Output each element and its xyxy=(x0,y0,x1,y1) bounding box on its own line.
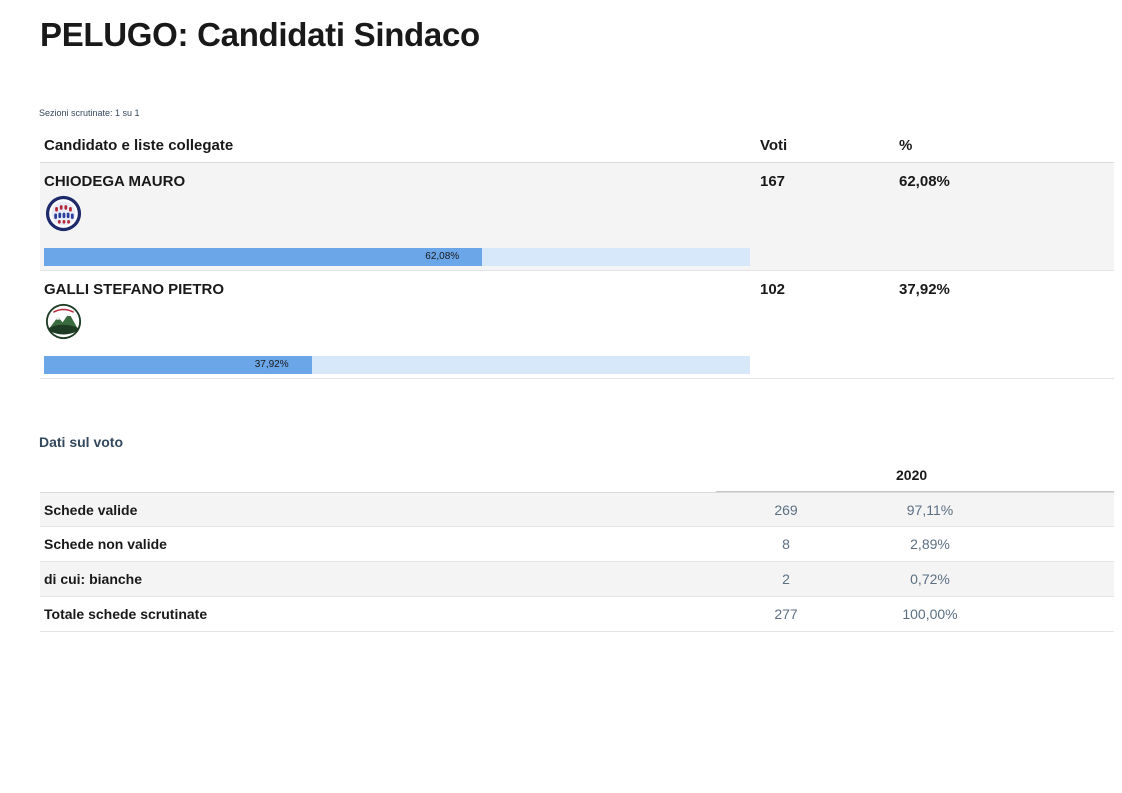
candidate-row: CHIODEGA MAURO xyxy=(40,163,1114,271)
page-title: PELUGO: Candidati Sindaco xyxy=(40,16,480,53)
vote-data-row: di cui: bianche 2 0,72% xyxy=(40,562,1114,597)
candidate-name: GALLI STEFANO PIETRO xyxy=(44,281,225,298)
vote-data-row: Totale schede scrutinate 277 100,00% xyxy=(40,597,1114,632)
vote-share-bar-label: 62,08% xyxy=(425,251,460,262)
sections-scrutinized-note: Sezioni scrutinate: 1 su 1 xyxy=(39,108,140,118)
row-label: Schede valide xyxy=(44,502,138,518)
header-percent: % xyxy=(899,137,913,154)
candidate-percent: 62,08% xyxy=(899,173,950,190)
candidate-votes: 167 xyxy=(760,173,786,190)
vote-data-table: 2020 Schede valide 269 97,11% Schede non… xyxy=(40,458,1114,632)
row-label: Totale schede scrutinate xyxy=(44,606,208,622)
header-votes: Voti xyxy=(760,137,788,154)
list-logo-round-blue-icon xyxy=(45,195,82,232)
row-label: di cui: bianche xyxy=(44,571,143,587)
row-value: 269 xyxy=(774,502,798,518)
header-divider xyxy=(716,491,1114,492)
vote-data-row: Schede valide 269 97,11% xyxy=(40,492,1114,527)
header-candidate: Candidato e liste collegate xyxy=(44,137,234,154)
candidate-votes: 102 xyxy=(760,281,786,298)
vote-share-bar: 62,08% xyxy=(44,248,750,266)
row-value: 2 xyxy=(782,571,790,587)
vote-data-row: Schede non valide 8 2,89% xyxy=(40,527,1114,562)
vote-share-bar-fill xyxy=(44,248,483,266)
list-logo-mountain-icon xyxy=(45,303,82,340)
candidates-table-header: Candidato e liste collegate Voti % xyxy=(40,130,1114,163)
vote-share-bar: 37,92% xyxy=(44,356,750,374)
row-value: 277 xyxy=(774,606,798,622)
candidate-row: GALLI STEFANO PIETRO 102 37,92% 37,92% xyxy=(40,271,1114,379)
row-percent: 2,89% xyxy=(910,536,950,552)
row-label: Schede non valide xyxy=(44,536,167,552)
candidate-name: CHIODEGA MAURO xyxy=(44,173,186,190)
vote-data-title: Dati sul voto xyxy=(39,434,124,450)
row-value: 8 xyxy=(782,536,790,552)
vote-data-year: 2020 xyxy=(896,467,928,483)
candidate-percent: 37,92% xyxy=(899,281,950,298)
candidates-table: Candidato e liste collegate Voti % CHIOD… xyxy=(40,130,1114,379)
row-percent: 0,72% xyxy=(910,571,950,587)
vote-share-bar-label: 37,92% xyxy=(254,359,289,370)
vote-data-header: 2020 xyxy=(40,458,1114,492)
row-percent: 100,00% xyxy=(902,606,958,622)
vote-share-bar-fill xyxy=(44,356,312,374)
row-percent: 97,11% xyxy=(906,502,954,518)
